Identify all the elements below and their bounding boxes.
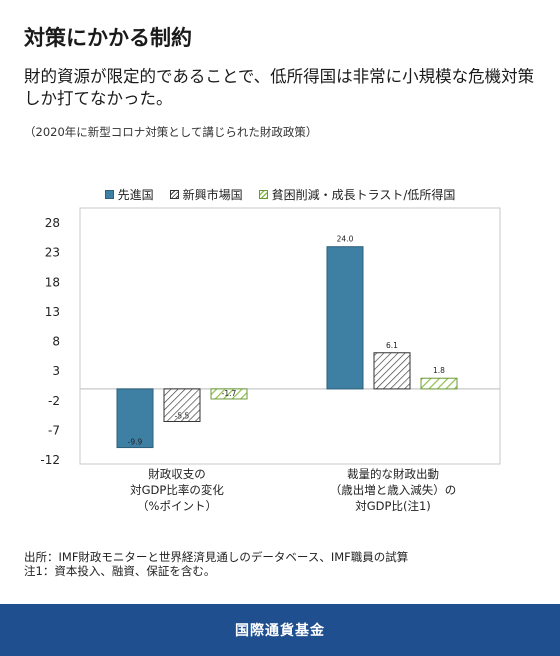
y-tick-label: -12 [40,453,60,466]
bar-lowincome-2 [420,377,458,390]
x-category-label-1: 財政収支の 対GDP比率の変化 （%ポイント） [107,466,247,514]
bar-emerging-1 [163,388,201,422]
y-tick-label: 8 [52,335,60,349]
legend-swatch-lowincome [258,190,268,199]
data-label-lowincome-1: -1.7 [222,389,237,398]
chart-axes: 28 23 18 13 8 3 -2 -7 -12 [40,207,501,466]
x-category-2-line-1: 裁量的な財政出動 [347,467,439,481]
x-category-1-line-3: （%ポイント） [137,499,217,513]
legend-label-advanced: 先進国 [117,188,154,202]
x-category-label-2: 裁量的な財政出動 （歳出増と歳入減失）の 対GDP比(注1) [323,466,463,514]
legend-label-lowincome: 貧困削減・成長トラスト/低所得国 [271,188,456,202]
chart-heading: 対策にかかる制約 [24,26,192,50]
legend-swatch-emerging [169,190,179,199]
x-category-1-line-1: 財政収支の [148,467,206,481]
legend-item-lowincome: 貧困削減・成長トラスト/低所得国 [258,186,456,203]
bar-lowincome-1 [210,388,248,400]
legend-label-emerging: 新興市場国 [182,188,243,202]
chart-data-labels: -9.9 24.0 -5.5 6.1 -1.7 1.8 [128,235,446,447]
y-tick-label: 3 [52,364,60,378]
plot-frame [79,207,501,465]
chart-caption: （2020年に新型コロナ対策として講じられた財政政策） [24,125,318,139]
source-line-1: 出所：IMF財政モニターと世界経済見通しのデータベース、IMF職員の試算 [24,550,409,564]
bar-advanced-2 [326,246,364,390]
y-tick-label: 23 [45,246,60,260]
bar-advanced-1 [116,388,154,449]
chart-bars [116,246,458,449]
source-note: 出所：IMF財政モニターと世界経済見通しのデータベース、IMF職員の試算 注1：… [24,550,408,578]
data-label-lowincome-2: 1.8 [433,366,445,375]
bar-emerging-2 [373,352,411,390]
data-label-emerging-1: -5.5 [175,411,190,420]
y-tick-label: -2 [48,394,60,408]
source-line-2: 注1：資本投入、融資、保証を含む。 [24,564,216,578]
legend-item-advanced: 先進国 [104,186,154,203]
bar-chart: 28 23 18 13 8 3 -2 -7 -12 -9.9 24.0 -5.5 6.1 -1.7 1.8 [40,207,501,466]
x-category-2-line-2: （歳出増と歳入減失）の [329,483,457,497]
chart-legend: 先進国 新興市場国 貧困削減・成長トラスト/低所得国 [0,186,560,203]
data-label-emerging-2: 6.1 [386,341,398,350]
footer-org-name: 国際通貨基金 [235,623,325,639]
y-tick-label: -7 [48,423,60,437]
chart-subtitle: 財的資源が限定的であることで、低所得国は非常に小規模な危機対策しか打てなかった。 [24,67,535,108]
legend-swatch-advanced [104,190,114,199]
legend-item-emerging: 新興市場国 [169,186,243,203]
y-tick-label: 18 [45,275,60,289]
x-category-2-line-3: 対GDP比(注1) [355,499,431,513]
footer-bar: 国際通貨基金 [0,604,560,656]
data-label-advanced-1: -9.9 [128,438,143,447]
y-tick-label: 28 [45,216,60,230]
y-tick-label: 13 [45,305,60,319]
data-label-advanced-2: 24.0 [337,235,354,244]
x-category-1-line-2: 対GDP比率の変化 [130,483,224,497]
